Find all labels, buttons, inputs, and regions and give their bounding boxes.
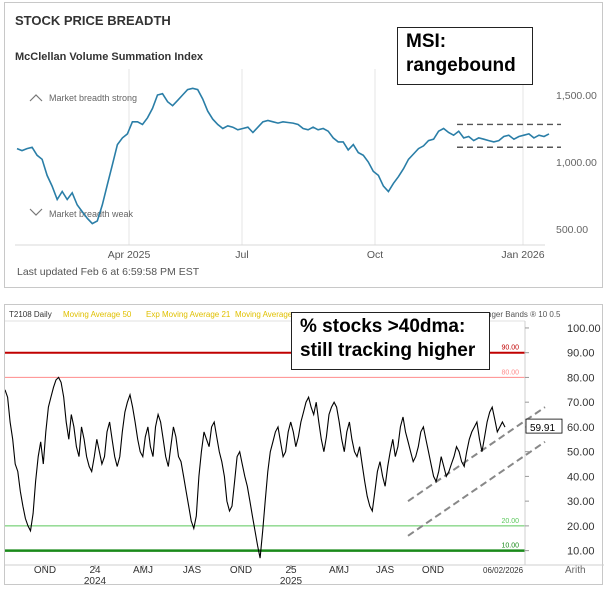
x-tick-label: AMJ (329, 565, 349, 576)
x-tick-label: Oct (367, 249, 383, 261)
date-label: 06/02/2026 (483, 566, 524, 575)
x-tick-label: JAS (376, 565, 395, 576)
msi-callout-line-1: MSI: (406, 31, 447, 52)
last-updated: Last updated Feb 6 at 6:59:58 PM EST (17, 266, 200, 278)
last-value-box (525, 418, 563, 434)
y-tick-label: 500.00 (556, 224, 588, 236)
weak-note-text: Market breadth weak (49, 209, 134, 219)
y-tick-label: 90.00 (567, 348, 595, 360)
y-tick-label: 40.00 (567, 471, 595, 483)
x-tick-label: 25 (285, 565, 297, 576)
y-tick-label: 10.00 (567, 546, 595, 558)
indicator-legend-item[interactable]: nger Bands ® 10 0.5 (487, 310, 561, 319)
x-tick-label: OND (230, 565, 252, 576)
x-tick-year-label: 2024 (84, 576, 107, 586)
chevron-up-icon (29, 94, 43, 102)
symbol-label: T2108 Daily (9, 310, 52, 319)
indicator-legend-item[interactable]: Moving Average (235, 310, 293, 319)
x-tick-label: OND (422, 565, 444, 576)
t2108-callout-line-1: % stocks >40dma: (300, 316, 466, 337)
msi-callout-line-2: rangebound (406, 55, 516, 76)
x-tick-label: Jul (235, 249, 248, 261)
msi-callout: MSI: rangebound (397, 27, 533, 85)
x-tick-label: 24 (89, 565, 101, 576)
strong-note-text: Market breadth strong (49, 93, 137, 103)
x-tick-label: JAS (183, 565, 202, 576)
x-tick-label: Jan 2026 (501, 249, 544, 261)
chart-subtitle: McClellan Volume Summation Index (15, 51, 204, 63)
x-tick-label: AMJ (133, 565, 153, 576)
reference-line-label: 20.00 (501, 518, 519, 525)
y-tick-label: 80.00 (567, 372, 595, 384)
last-value-tag: 59.91 (525, 418, 563, 434)
t2108-callout-line-2: still tracking higher (300, 340, 476, 361)
y-tick-label: 1,500.00 (556, 90, 597, 102)
y-tick-label: 60.00 (567, 422, 595, 434)
indicator-legend-item[interactable]: Exp Moving Average 21 (146, 310, 231, 319)
breadth-strong-note: Market breadth strong (29, 93, 137, 103)
y-tick-label: 1,000.00 (556, 157, 597, 169)
x-tick-label: Apr 2025 (108, 249, 151, 261)
msi-chart: STOCK PRICE BREADTH McClellan Volume Sum… (15, 13, 597, 278)
chevron-down-icon (29, 208, 43, 216)
y-tick-label: 70.00 (567, 397, 595, 409)
channel-dashed-line (407, 406, 546, 502)
axis-mode-label[interactable]: Arith (565, 565, 586, 576)
reference-line-label: 90.00 (501, 345, 519, 352)
channel-dashed-line (407, 440, 546, 537)
breadth-weak-note: Market breadth weak (29, 208, 134, 219)
indicator-legend-item[interactable]: Moving Average 50 (63, 310, 132, 319)
panel-header: STOCK PRICE BREADTH (15, 13, 171, 28)
t2108-series-line (4, 376, 506, 559)
msi-series-line (16, 87, 550, 225)
y-tick-label: 20.00 (567, 521, 595, 533)
last-value-text: 59.91 (530, 423, 555, 434)
x-tick-year-label: 2025 (280, 576, 303, 586)
x-tick-label: OND (34, 565, 56, 576)
y-tick-label: 30.00 (567, 496, 595, 508)
reference-line-label: 80.00 (501, 369, 519, 376)
t2108-callout: % stocks >40dma: still tracking higher (291, 312, 490, 370)
t2108-chart: T2108 Daily Moving Average 50 Exp Moving … (4, 310, 604, 587)
y-tick-label: 100.00 (567, 323, 601, 335)
reference-line-label: 10.00 (501, 543, 519, 550)
y-tick-label: 50.00 (567, 447, 595, 459)
